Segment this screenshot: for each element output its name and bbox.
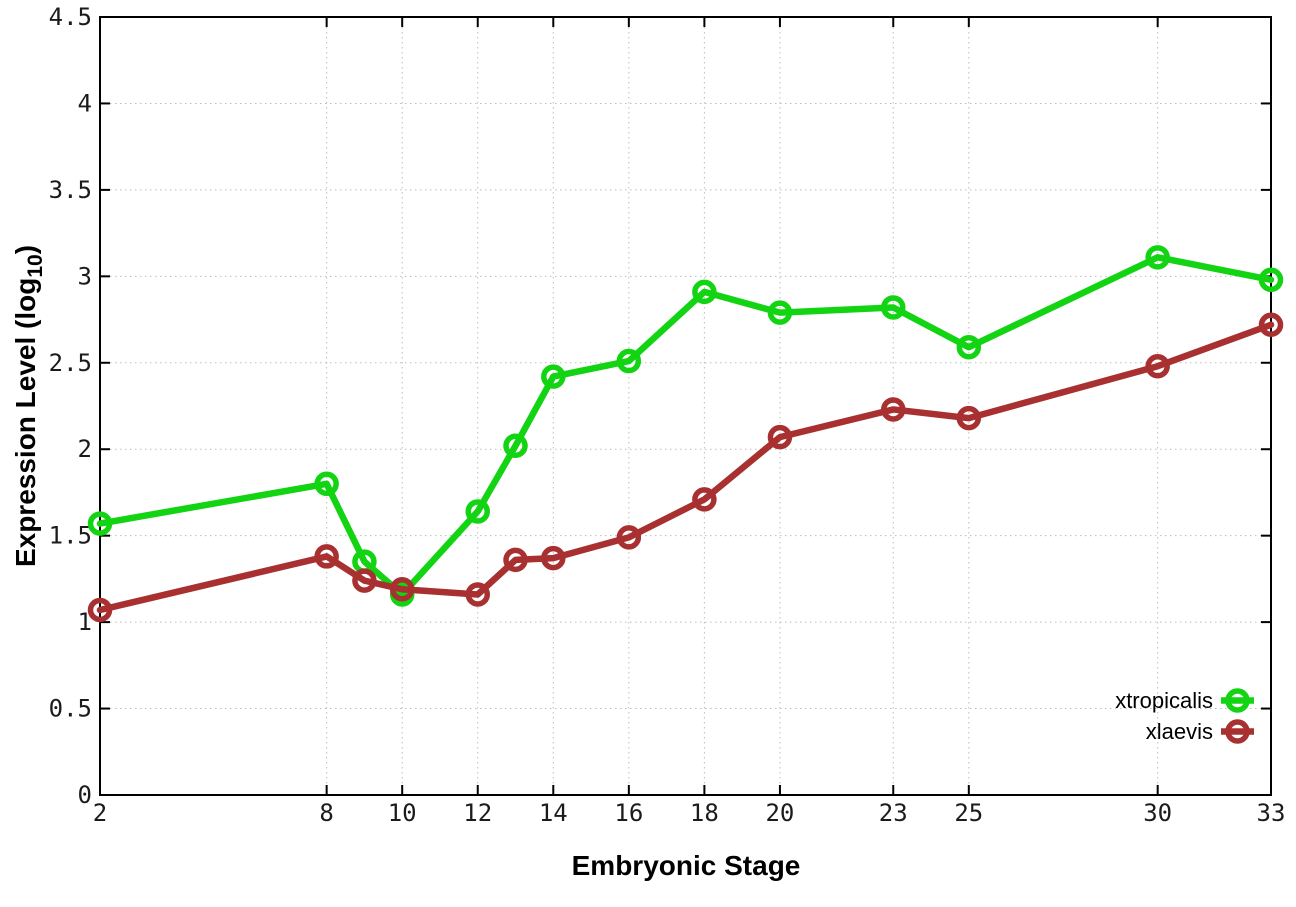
data-point-xtropicalis-stage-33 — [1258, 267, 1284, 293]
data-point-xlaevis-stage-14 — [541, 545, 566, 571]
y-tick-label: 2.5 — [49, 349, 92, 377]
y-tick-label: 4 — [78, 89, 92, 117]
y-axis-title-close-paren: ) — [9, 244, 41, 255]
data-point-xlaevis-stage-13 — [503, 547, 528, 573]
y-tick-label: 1.5 — [49, 522, 92, 550]
data-point-xtropicalis-stage-16 — [616, 348, 642, 374]
legend: xtropicalis xlaevis — [1115, 685, 1213, 747]
data-point-xlaevis-stage-10 — [389, 577, 415, 602]
data-point-xlaevis-stage-25 — [956, 405, 982, 431]
data-point-xtropicalis-stage-13 — [503, 433, 528, 459]
data-point-xtropicalis-stage-8 — [314, 471, 339, 497]
x-tick-label: 18 — [690, 799, 719, 827]
y-tick-label: 0.5 — [49, 695, 92, 723]
data-point-xlaevis-stage-2 — [87, 597, 113, 623]
data-point-xlaevis-stage-23 — [881, 397, 906, 422]
x-tick-label: 14 — [539, 799, 568, 827]
legend-label-xtropicalis: xtropicalis — [1115, 688, 1213, 713]
data-point-xtropicalis-stage-18 — [692, 279, 717, 305]
legend-sample-marker-xlaevis — [1225, 719, 1250, 744]
y-tick-label: 3 — [78, 262, 92, 290]
data-point-xlaevis-stage-8 — [314, 544, 339, 569]
y-tick-label: 1 — [78, 608, 92, 636]
x-axis-title: Embryonic Stage — [571, 850, 801, 881]
x-tick-label: 33 — [1257, 799, 1286, 827]
x-tick-label: 25 — [954, 799, 983, 827]
data-point-xtropicalis-stage-30 — [1145, 245, 1170, 270]
legend-item-xtropicalis: xtropicalis — [1115, 685, 1213, 716]
plot-border — [99, 16, 1272, 796]
y-axis-title: Expression Level (log10) — [9, 244, 47, 568]
series-line-xtropicalis — [96, 254, 1275, 598]
x-tick-label: 8 — [319, 799, 333, 827]
legend-label-xlaevis: xlaevis — [1145, 719, 1213, 744]
x-tick-label: 23 — [879, 799, 908, 827]
data-point-xtropicalis-stage-20 — [767, 300, 793, 325]
x-tick-label: 12 — [463, 799, 492, 827]
data-point-xlaevis-stage-33 — [1258, 312, 1284, 337]
x-tick-label: 2 — [93, 799, 107, 827]
x-tick-label: 20 — [765, 799, 794, 827]
y-axis-title-subscript: 10 — [23, 254, 47, 278]
y-tick-label: 3.5 — [49, 176, 92, 204]
data-point-xlaevis-stage-12 — [465, 582, 490, 607]
data-point-xtropicalis-stage-23 — [881, 295, 906, 320]
y-axis-title-text: Expression Level (log — [9, 277, 41, 568]
data-point-xlaevis-stage-9 — [352, 568, 377, 593]
data-point-xtropicalis-stage-25 — [956, 334, 982, 360]
data-point-xtropicalis-stage-2 — [87, 511, 113, 536]
data-point-xtropicalis-stage-14 — [541, 364, 566, 389]
x-tick-label: 16 — [614, 799, 643, 827]
x-tick-label: 10 — [388, 799, 417, 827]
data-point-xlaevis-stage-20 — [767, 424, 793, 450]
x-tick-label: 30 — [1143, 799, 1172, 827]
data-point-xtropicalis-stage-12 — [465, 499, 490, 524]
y-tick-label: 0 — [78, 781, 92, 809]
y-tick-label: 2 — [78, 435, 92, 463]
data-point-xlaevis-stage-30 — [1145, 353, 1170, 379]
data-point-xlaevis-stage-18 — [692, 487, 717, 512]
legend-sample-marker-xtropicalis — [1225, 688, 1250, 713]
data-point-xlaevis-stage-16 — [616, 525, 642, 550]
series-line-xlaevis — [96, 321, 1275, 614]
y-tick-label: 4.5 — [49, 3, 92, 31]
legend-item-xlaevis: xlaevis — [1115, 716, 1213, 747]
